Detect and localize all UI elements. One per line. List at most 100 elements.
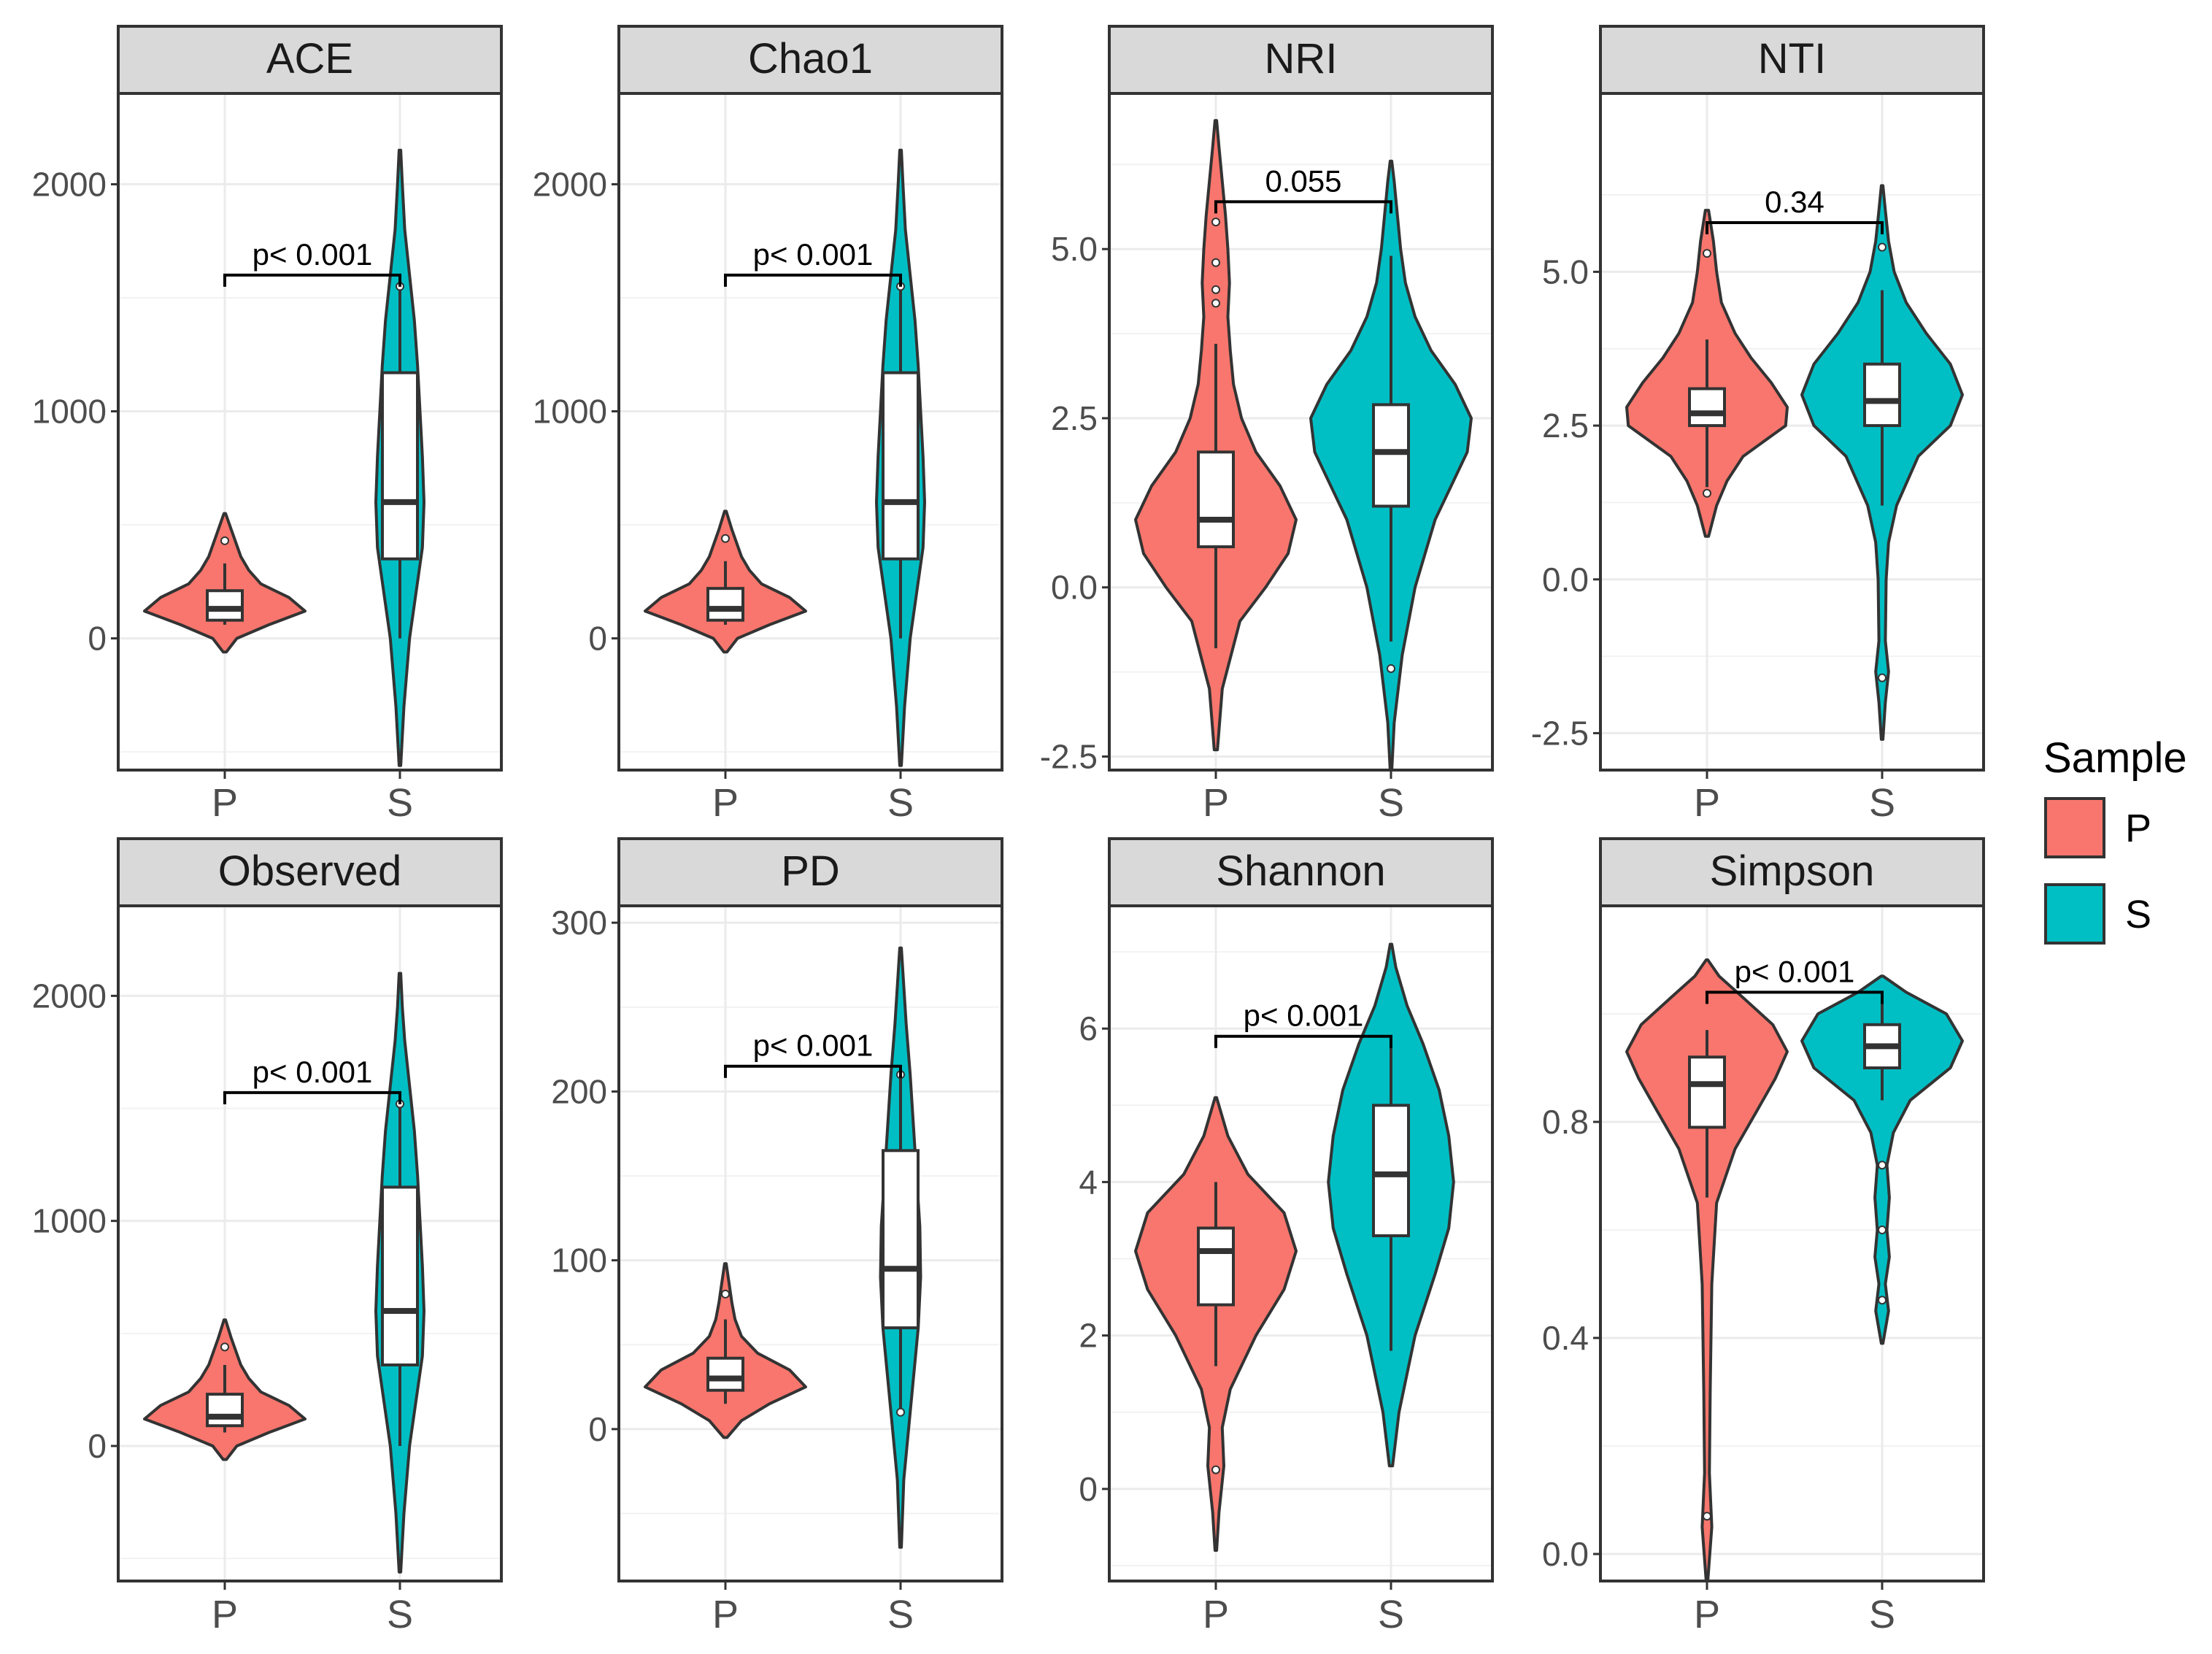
y-tick-label: 2000 [32, 165, 107, 203]
x-tick-label: P [1203, 781, 1229, 825]
legend-title: Sample [2043, 734, 2187, 782]
y-tick-label: 0 [1079, 1470, 1098, 1508]
box-s [882, 1149, 920, 1330]
significance-bracket [223, 273, 401, 287]
y-tick-label: 5.0 [1542, 253, 1589, 291]
box-s [882, 371, 920, 561]
box-s [1372, 1104, 1410, 1237]
legend-key-s [2044, 883, 2105, 945]
outlier-point [1878, 242, 1887, 252]
p-value-label: p< 0.001 [1735, 954, 1855, 988]
x-tick-label: P [212, 1593, 238, 1636]
panel-observed: 0 1000 2000 p< 0.001 Observed P S [32, 837, 503, 1636]
facet-strip [117, 837, 503, 907]
y-tick-label: 2000 [32, 977, 107, 1015]
y-tick-label: 0.0 [1542, 561, 1589, 599]
facet-strip-title: Shannon [1216, 847, 1385, 895]
legend-label-s: S [2125, 893, 2151, 936]
outlier-point [1878, 1161, 1887, 1170]
x-tick-label: S [387, 1593, 413, 1636]
y-tick-label: 2.5 [1051, 399, 1098, 437]
x-tick-label: S [1378, 1593, 1404, 1636]
panel-nri: -2.5 0.0 2.5 5.0 0.055 NRI P S [1040, 25, 1494, 825]
box-p [1688, 1055, 1726, 1129]
outlier-point [1703, 488, 1711, 498]
box-p [1197, 450, 1235, 549]
box-p [1688, 387, 1726, 428]
p-value-label: 0.34 [1765, 185, 1824, 219]
outlier-point [220, 536, 229, 545]
x-tick-label: P [1694, 1593, 1720, 1636]
x-tick-label: S [887, 1593, 914, 1636]
p-value-label: p< 0.001 [753, 1028, 874, 1063]
y-tick-label: 0.8 [1542, 1103, 1589, 1141]
y-tick-label: 300 [551, 904, 607, 942]
y-tick-label: 0.4 [1542, 1319, 1589, 1357]
outlier-point [1211, 258, 1220, 267]
x-tick-label: S [1869, 1593, 1895, 1636]
outlier-point [1878, 1226, 1887, 1234]
y-tick-label: 4 [1079, 1163, 1098, 1201]
plot-background [118, 906, 501, 1581]
y-tick-label: 0 [88, 620, 107, 658]
y-tick-label: 0 [588, 620, 607, 658]
panel-simpson: 0.0 0.4 0.8 p< 0.001 Simpson P S [1542, 837, 1985, 1636]
facet-strip [1108, 837, 1494, 907]
y-tick-label: 0.0 [1051, 569, 1098, 607]
facet-strip [1108, 25, 1494, 95]
outlier-point [1211, 285, 1220, 294]
y-tick-label: -2.5 [1531, 714, 1589, 752]
facet-strip [1599, 25, 1985, 95]
box-p [206, 589, 244, 622]
y-tick-label: 1000 [32, 393, 107, 431]
violin-s [1800, 974, 1964, 1345]
significance-bracket [1214, 200, 1392, 214]
significance-bracket [1706, 991, 1884, 1004]
facet-strip-title: ACE [266, 35, 353, 82]
outlier-point [1703, 1512, 1711, 1521]
y-tick-label: 6 [1079, 1009, 1098, 1047]
outlier-point [220, 1342, 229, 1352]
box-s [1863, 362, 1901, 428]
x-tick-label: S [1378, 781, 1404, 825]
y-tick-label: 0 [588, 1410, 607, 1448]
p-value-label: p< 0.001 [753, 237, 874, 272]
panel-ace: 0 1000 2000 p< 0.001 ACE P S [32, 25, 503, 825]
facet-strip [1599, 837, 1985, 907]
p-value-label: p< 0.001 [253, 237, 373, 272]
outlier-point [1211, 218, 1220, 227]
outlier-point [1211, 1465, 1220, 1474]
significance-bracket [724, 273, 902, 287]
box-s [1372, 403, 1410, 508]
box-p [1197, 1226, 1235, 1307]
facet-strip [617, 25, 1003, 95]
plot-background [118, 93, 501, 770]
x-tick-label: S [887, 781, 914, 825]
x-tick-label: P [1203, 1593, 1229, 1636]
significance-bracket [1706, 220, 1884, 234]
violin-p [1625, 958, 1789, 1582]
plot-background [619, 906, 1002, 1581]
x-tick-label: S [1869, 781, 1895, 825]
facet-strip-title: NTI [1758, 35, 1826, 82]
p-value-label: p< 0.001 [1244, 999, 1364, 1033]
y-tick-label: 0 [88, 1427, 107, 1465]
panel-chao1: 0 1000 2000 p< 0.001 Chao1 P S [533, 25, 1003, 825]
p-value-label: 0.055 [1265, 164, 1341, 198]
outlier-point [1878, 673, 1887, 682]
significance-bracket [1214, 1034, 1392, 1048]
plot-background [619, 93, 1002, 770]
x-tick-label: P [1694, 781, 1720, 825]
p-value-label: p< 0.001 [253, 1055, 373, 1089]
facet-strip [117, 25, 503, 95]
y-tick-label: 1000 [533, 393, 607, 431]
y-tick-label: 200 [551, 1072, 607, 1110]
box-p [206, 1393, 244, 1428]
x-tick-label: P [212, 781, 238, 825]
outlier-point [721, 534, 730, 543]
legend-key-p [2044, 797, 2105, 858]
significance-bracket [724, 1064, 902, 1078]
legend-label-p: P [2125, 807, 2151, 850]
